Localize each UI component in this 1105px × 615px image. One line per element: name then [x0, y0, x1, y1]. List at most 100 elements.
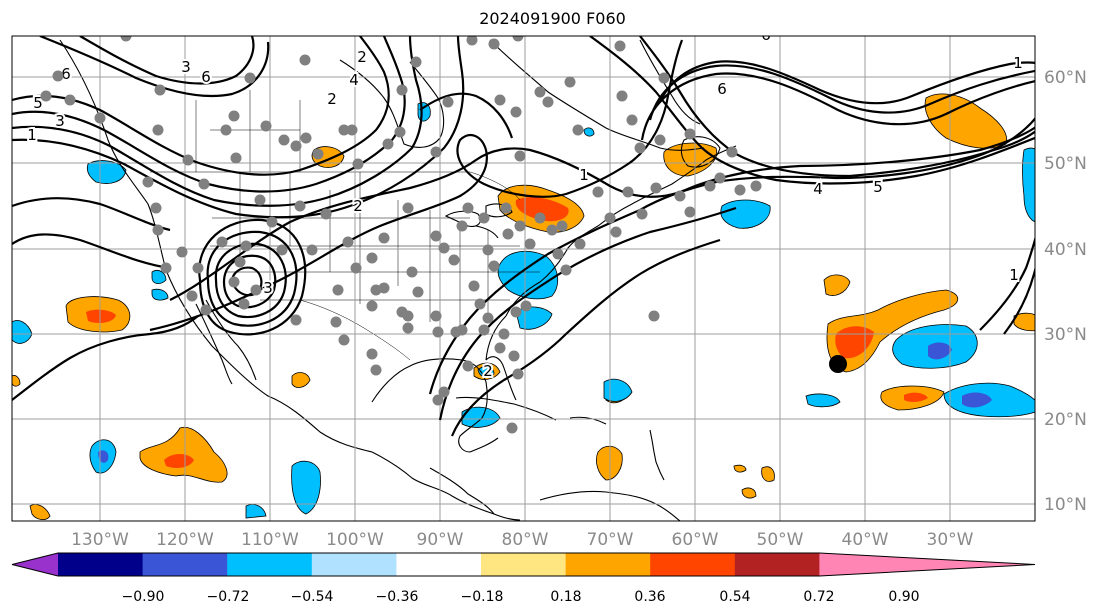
station-marker: [462, 202, 474, 214]
contour-label: 2: [353, 197, 363, 215]
station-marker: [412, 286, 424, 298]
station-marker: [382, 138, 394, 150]
negative-anomaly-patch: [477, 366, 495, 378]
station-marker: [614, 40, 626, 52]
contour-line: [12, 36, 423, 207]
closed-low-contour: [198, 218, 307, 336]
station-marker: [216, 236, 228, 248]
gulf-coastline: [371, 358, 499, 453]
station-marker: [616, 90, 628, 102]
negative-anomaly-patch: [583, 127, 595, 137]
station-marker: [432, 326, 444, 338]
station-marker: [300, 132, 312, 144]
station-marker: [260, 120, 272, 132]
station-marker: [370, 284, 382, 296]
station-marker: [750, 180, 762, 192]
contour-label: 1: [27, 126, 37, 144]
positive-anomaly-patch: [29, 504, 51, 520]
contour-line: [648, 64, 1035, 121]
station-marker: [52, 70, 64, 82]
contour-label: 3: [55, 112, 65, 130]
station-marker: [150, 202, 162, 214]
station-marker: [482, 312, 494, 324]
coastline-layer: [59, 39, 737, 521]
station-marker: [684, 128, 696, 140]
colorbar-tick-label: 0.36: [634, 589, 665, 605]
station-marker: [634, 142, 646, 154]
negative-anomaly-patch: [720, 199, 771, 229]
newfoundland: [680, 136, 721, 168]
latitude-label: 10°N: [1044, 495, 1087, 515]
contour-label: 2: [483, 362, 493, 380]
station-marker: [40, 90, 52, 102]
contour-line: [438, 206, 737, 421]
contour-label: 6: [717, 80, 727, 98]
station-marker: [684, 206, 696, 218]
colorbar-bin: [481, 553, 567, 576]
closed-low-contour: [206, 230, 298, 327]
station-marker: [176, 246, 188, 258]
negative-anomaly-core: [928, 342, 952, 360]
station-marker: [402, 322, 414, 334]
station-marker: [574, 238, 586, 250]
station-marker: [410, 56, 422, 68]
positive-anomaly-patch: [761, 466, 775, 482]
station-marker: [64, 94, 76, 106]
station-marker: [370, 364, 382, 376]
contour-line: [79, 36, 255, 85]
station-marker: [726, 146, 738, 158]
station-marker: [488, 38, 500, 50]
contour-line: [12, 36, 465, 219]
central-america: [429, 467, 495, 515]
station-marker: [456, 324, 468, 336]
station-marker: [250, 284, 262, 296]
positive-anomaly-core: [515, 197, 569, 222]
station-marker: [592, 186, 604, 198]
station-marker: [142, 176, 154, 188]
colorbar-tick-label: −0.54: [291, 589, 334, 605]
contour-label: 6: [61, 65, 71, 83]
station-marker: [502, 228, 514, 240]
baja-peninsula: [195, 299, 257, 385]
longitude-label: 120°W: [156, 530, 214, 550]
station-marker: [182, 154, 194, 166]
station-marker: [192, 262, 204, 274]
station-marker: [350, 262, 362, 274]
station-marker: [338, 334, 350, 346]
pacific-coastline: [59, 39, 521, 521]
station-marker: [290, 140, 302, 152]
colorbar-bin: [819, 553, 1035, 576]
station-marker: [714, 172, 726, 184]
contour-layer: [12, 36, 1035, 437]
contour-label: 5: [873, 178, 883, 196]
station-marker: [654, 134, 666, 146]
station-marker: [456, 220, 468, 232]
longitude-axis: 130°W 120°W 110°W 100°W 90°W 80°W 70°W 6…: [71, 530, 974, 550]
station-marker: [320, 208, 332, 220]
station-marker: [154, 84, 166, 96]
positive-anomaly-patch: [733, 464, 747, 473]
station-marker: [346, 124, 358, 136]
station-marker: [636, 208, 648, 220]
longitude-label: 30°W: [927, 530, 974, 550]
station-marker: [94, 112, 106, 124]
contour-line: [12, 36, 390, 176]
station-marker: [438, 242, 450, 254]
contour-label: 1: [1013, 54, 1023, 72]
contour-line: [12, 197, 171, 232]
positive-anomaly-patch: [663, 142, 718, 177]
negative-anomaly-patch: [245, 504, 267, 519]
latitude-label: 50°N: [1044, 154, 1087, 174]
contour-line: [1003, 265, 1035, 335]
station-marker: [468, 280, 480, 292]
station-marker: [498, 328, 510, 340]
station-marker: [564, 76, 576, 88]
station-marker: [478, 324, 490, 336]
station-marker: [546, 224, 558, 236]
station-marker: [506, 422, 518, 434]
colorbar-bin: [650, 553, 736, 576]
station-marker: [534, 212, 546, 224]
contour-line: [39, 36, 270, 98]
station-marker: [430, 310, 442, 322]
